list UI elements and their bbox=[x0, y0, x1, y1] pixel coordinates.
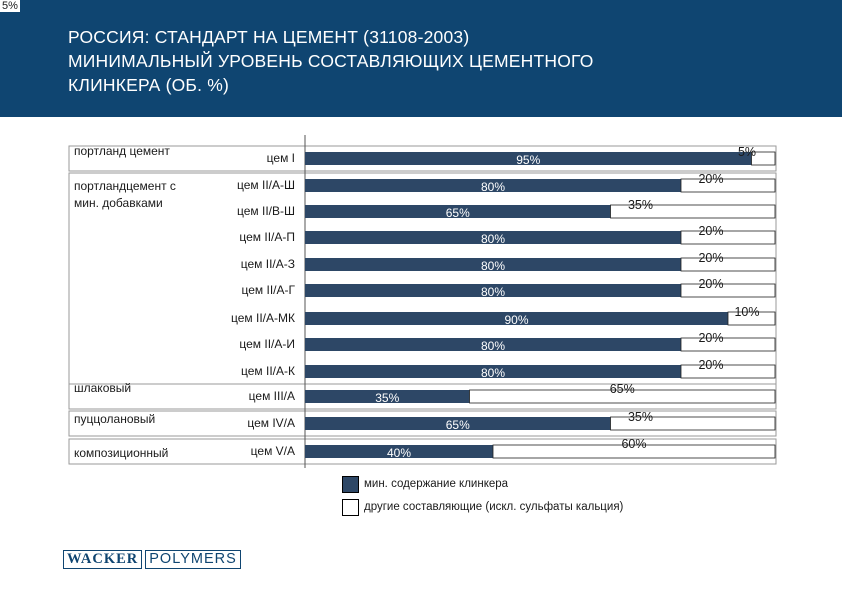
category-label: цем II/А-З bbox=[241, 257, 295, 271]
group-frame bbox=[68, 145, 777, 172]
data-label-other: 20% bbox=[698, 251, 723, 265]
data-label-clinker: 95% bbox=[516, 153, 540, 167]
legend-label-other: другие составляющие (искл. сульфаты каль… bbox=[364, 501, 624, 513]
bar-clinker bbox=[305, 445, 493, 458]
group-frame bbox=[68, 410, 777, 437]
category-label: цем II/А-К bbox=[241, 364, 295, 378]
title-line-3: КЛИНКЕРА (ОБ. %) bbox=[68, 75, 230, 95]
bar-clinker bbox=[305, 417, 611, 430]
bar-other bbox=[727, 311, 776, 326]
bar-other bbox=[610, 204, 776, 219]
group-label: портланд цемент bbox=[74, 144, 170, 158]
title-line-2: МИНИМАЛЬНЫЙ УРОВЕНЬ СОСТАВЛЯЮЩИХ ЦЕМЕНТН… bbox=[68, 51, 594, 71]
group-label: пуццолановый bbox=[74, 412, 155, 426]
corner-percent-label: 5% bbox=[0, 0, 20, 12]
data-label-clinker: 40% bbox=[387, 446, 411, 460]
logo-polymers: POLYMERS bbox=[145, 550, 241, 569]
bar-clinker bbox=[305, 231, 681, 244]
bar-clinker bbox=[305, 365, 681, 378]
category-label: цем IV/А bbox=[247, 416, 295, 430]
category-label: цем II/А-Ш bbox=[237, 178, 295, 192]
data-label-other: 65% bbox=[610, 382, 635, 396]
data-label-clinker: 80% bbox=[481, 366, 505, 380]
data-label-clinker: 80% bbox=[481, 339, 505, 353]
data-label-clinker: 90% bbox=[504, 313, 528, 327]
legend-swatch-clinker bbox=[342, 476, 359, 493]
category-label: цем II/В-Ш bbox=[237, 204, 295, 218]
data-label-clinker: 80% bbox=[481, 285, 505, 299]
bar-other bbox=[469, 389, 776, 404]
bar-clinker bbox=[305, 338, 681, 351]
category-label: цем V/А bbox=[251, 444, 295, 458]
bar-other bbox=[680, 337, 776, 352]
data-label-clinker: 35% bbox=[375, 391, 399, 405]
group-frame bbox=[68, 438, 777, 465]
group-frame bbox=[68, 383, 777, 410]
data-label-other: 10% bbox=[734, 305, 759, 319]
bar-other bbox=[610, 416, 776, 431]
bar-other bbox=[680, 283, 776, 298]
header-banner: РОССИЯ: СТАНДАРТ НА ЦЕМЕНТ (31108-2003) … bbox=[0, 0, 842, 117]
bar-other bbox=[680, 230, 776, 245]
category-label: цем III/А bbox=[249, 389, 295, 403]
category-label: цем I bbox=[267, 151, 295, 165]
category-label: цем II/А-Г bbox=[242, 283, 296, 297]
group-label: мин. добавками bbox=[74, 196, 163, 210]
data-label-other: 35% bbox=[628, 198, 653, 212]
bar-clinker bbox=[305, 284, 681, 297]
bar-clinker bbox=[305, 312, 728, 325]
data-label-other: 5% bbox=[738, 145, 756, 159]
category-label: цем II/А-МК bbox=[231, 311, 295, 325]
bar-clinker bbox=[305, 205, 611, 218]
bar-other bbox=[680, 257, 776, 272]
data-label-other: 20% bbox=[698, 224, 723, 238]
data-label-other: 20% bbox=[698, 277, 723, 291]
data-label-other: 20% bbox=[698, 331, 723, 345]
bar-clinker bbox=[305, 258, 681, 271]
bar-other bbox=[492, 444, 776, 459]
wacker-polymers-logo: WACKER POLYMERS bbox=[63, 550, 241, 569]
logo-wacker: WACKER bbox=[63, 550, 143, 569]
legend-label-clinker: мин. содержание клинкера bbox=[364, 478, 509, 490]
bar-other bbox=[680, 364, 776, 379]
category-label: цем II/А-И bbox=[239, 337, 295, 351]
bar-clinker bbox=[305, 152, 752, 165]
data-label-other: 35% bbox=[628, 410, 653, 424]
bar-clinker bbox=[305, 179, 681, 192]
data-label-clinker: 80% bbox=[481, 259, 505, 273]
data-label-clinker: 80% bbox=[481, 232, 505, 246]
data-label-clinker: 65% bbox=[446, 206, 470, 220]
data-label-other: 20% bbox=[698, 358, 723, 372]
bar-other bbox=[680, 178, 776, 193]
data-label-clinker: 65% bbox=[446, 418, 470, 432]
group-label: портландцемент с bbox=[74, 179, 176, 193]
category-label: цем II/А-П bbox=[239, 230, 295, 244]
title-line-1: РОССИЯ: СТАНДАРТ НА ЦЕМЕНТ (31108-2003) bbox=[68, 27, 470, 47]
bar-other bbox=[751, 151, 776, 166]
data-label-other: 60% bbox=[621, 437, 646, 451]
data-label-other: 20% bbox=[698, 172, 723, 186]
legend-swatch-other bbox=[342, 499, 359, 516]
group-label: шлаковый bbox=[74, 381, 131, 395]
data-label-clinker: 80% bbox=[481, 180, 505, 194]
group-label: композиционный bbox=[74, 446, 168, 460]
bar-clinker bbox=[305, 390, 470, 403]
